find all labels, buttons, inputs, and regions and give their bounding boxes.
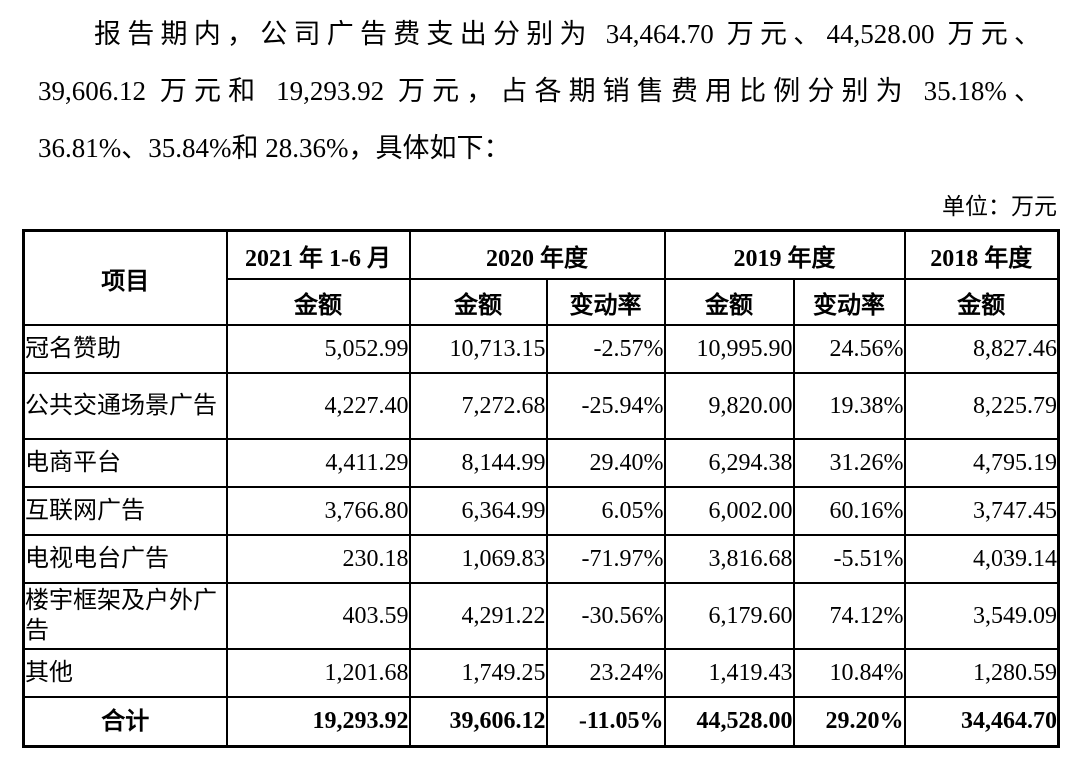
cell-total-label: 合计: [22, 696, 228, 748]
subheader-change-rate: 变动率: [545, 278, 666, 326]
cell-value: 3,549.09: [903, 582, 1060, 650]
cell-value: 1,280.59: [903, 648, 1060, 698]
cell-value: -30.56%: [545, 582, 666, 650]
cell-total-value: 34,464.70: [903, 696, 1060, 748]
cell-item: 其他: [22, 648, 228, 698]
header-period-2020: 2020 年度: [408, 229, 666, 280]
cell-value: 4,291.22: [408, 582, 548, 650]
cell-total-value: 44,528.00: [663, 696, 795, 748]
cell-value: -5.51%: [792, 534, 906, 584]
cell-value: 9,820.00: [663, 372, 795, 440]
table-header-row-measures: 金额 金额 变动率 金额 变动率 金额: [24, 278, 1060, 326]
cell-total-value: -11.05%: [545, 696, 666, 748]
unit-label: 单位：万元: [942, 194, 1057, 219]
cell-value: 4,039.14: [903, 534, 1060, 584]
table-row: 其他 1,201.68 1,749.25 23.24% 1,419.43 10.…: [22, 648, 1060, 698]
cell-value: 230.18: [225, 534, 411, 584]
table-header-row-periods: 项目 2021 年 1-6 月 2020 年度 2019 年度 2018 年度: [22, 229, 1060, 326]
intro-line: 36.81%、35.84%和 28.36%，具体如下：: [38, 133, 511, 163]
table-row: 互联网广告 3,766.80 6,364.99 6.05% 6,002.00 6…: [22, 486, 1060, 536]
ad-expense-table: 项目 2021 年 1-6 月 2020 年度 2019 年度 2018 年度 …: [22, 229, 1060, 748]
cell-value: -71.97%: [545, 534, 666, 584]
cell-item: 互联网广告: [22, 486, 228, 536]
cell-value: 6,294.38: [663, 438, 795, 488]
subheader-amount: 金额: [663, 278, 795, 326]
header-period-2019: 2019 年度: [663, 229, 906, 280]
subheader-amount: 金额: [903, 278, 1060, 326]
cell-value: 1,069.83: [408, 534, 548, 584]
cell-item: 电商平台: [22, 438, 228, 488]
header-item-column: 项目: [22, 229, 228, 326]
cell-value: 31.26%: [792, 438, 906, 488]
cell-total-value: 19,293.92: [225, 696, 411, 748]
table-row: 电视电台广告 230.18 1,069.83 -71.97% 3,816.68 …: [22, 534, 1060, 584]
document-page: 报告期内，公司广告费支出分别为 34,464.70 万元、44,528.00 万…: [0, 6, 1080, 748]
intro-paragraph: 报告期内，公司广告费支出分别为 34,464.70 万元、44,528.00 万…: [38, 6, 1041, 177]
header-period-2018: 2018 年度: [903, 229, 1060, 280]
cell-value: 6,179.60: [663, 582, 795, 650]
cell-value: 5,052.99: [225, 324, 411, 374]
cell-value: 24.56%: [792, 324, 906, 374]
cell-value: 23.24%: [545, 648, 666, 698]
cell-value: 4,795.19: [903, 438, 1060, 488]
cell-item: 电视电台广告: [22, 534, 228, 584]
cell-value: 10.84%: [792, 648, 906, 698]
cell-total-value: 39,606.12: [408, 696, 548, 748]
cell-value: 1,419.43: [663, 648, 795, 698]
cell-value: 1,749.25: [408, 648, 548, 698]
cell-value: 19.38%: [792, 372, 906, 440]
cell-total-value: 29.20%: [792, 696, 906, 748]
cell-item: 冠名赞助: [22, 324, 228, 374]
cell-value: -25.94%: [545, 372, 666, 440]
cell-value: 3,766.80: [225, 486, 411, 536]
intro-line: 39,606.12 万元和 19,293.92 万元，占各期销售费用比例分别为 …: [38, 76, 1041, 106]
cell-value: 8,144.99: [408, 438, 548, 488]
cell-value: 6.05%: [545, 486, 666, 536]
cell-value: -2.57%: [545, 324, 666, 374]
intro-line: 报告期内，公司广告费支出分别为 34,464.70 万元、44,528.00 万…: [94, 19, 1041, 49]
cell-value: 7,272.68: [408, 372, 548, 440]
subheader-change-rate: 变动率: [792, 278, 906, 326]
cell-item: 公共交通场景广告: [22, 372, 228, 440]
cell-value: 10,713.15: [408, 324, 548, 374]
cell-value: 3,747.45: [903, 486, 1060, 536]
cell-value: 3,816.68: [663, 534, 795, 584]
header-period-2021h1: 2021 年 1-6 月: [225, 229, 411, 280]
cell-value: 8,225.79: [903, 372, 1060, 440]
cell-value: 74.12%: [792, 582, 906, 650]
cell-value: 4,411.29: [225, 438, 411, 488]
cell-value: 8,827.46: [903, 324, 1060, 374]
cell-value: 403.59: [225, 582, 411, 650]
cell-value: 6,002.00: [663, 486, 795, 536]
cell-value: 60.16%: [792, 486, 906, 536]
table-row: 冠名赞助 5,052.99 10,713.15 -2.57% 10,995.90…: [22, 324, 1060, 374]
cell-value: 4,227.40: [225, 372, 411, 440]
subheader-amount: 金额: [225, 278, 411, 326]
table-row: 楼宇框架及户外广告 403.59 4,291.22 -30.56% 6,179.…: [22, 582, 1060, 650]
cell-value: 10,995.90: [663, 324, 795, 374]
cell-value: 6,364.99: [408, 486, 548, 536]
subheader-amount: 金额: [408, 278, 548, 326]
table-row-total: 合计 19,293.92 39,606.12 -11.05% 44,528.00…: [22, 696, 1060, 748]
cell-item: 楼宇框架及户外广告: [22, 582, 228, 650]
cell-value: 29.40%: [545, 438, 666, 488]
table-row: 电商平台 4,411.29 8,144.99 29.40% 6,294.38 3…: [22, 438, 1060, 488]
table-row: 公共交通场景广告 4,227.40 7,272.68 -25.94% 9,820…: [22, 372, 1060, 440]
cell-value: 1,201.68: [225, 648, 411, 698]
